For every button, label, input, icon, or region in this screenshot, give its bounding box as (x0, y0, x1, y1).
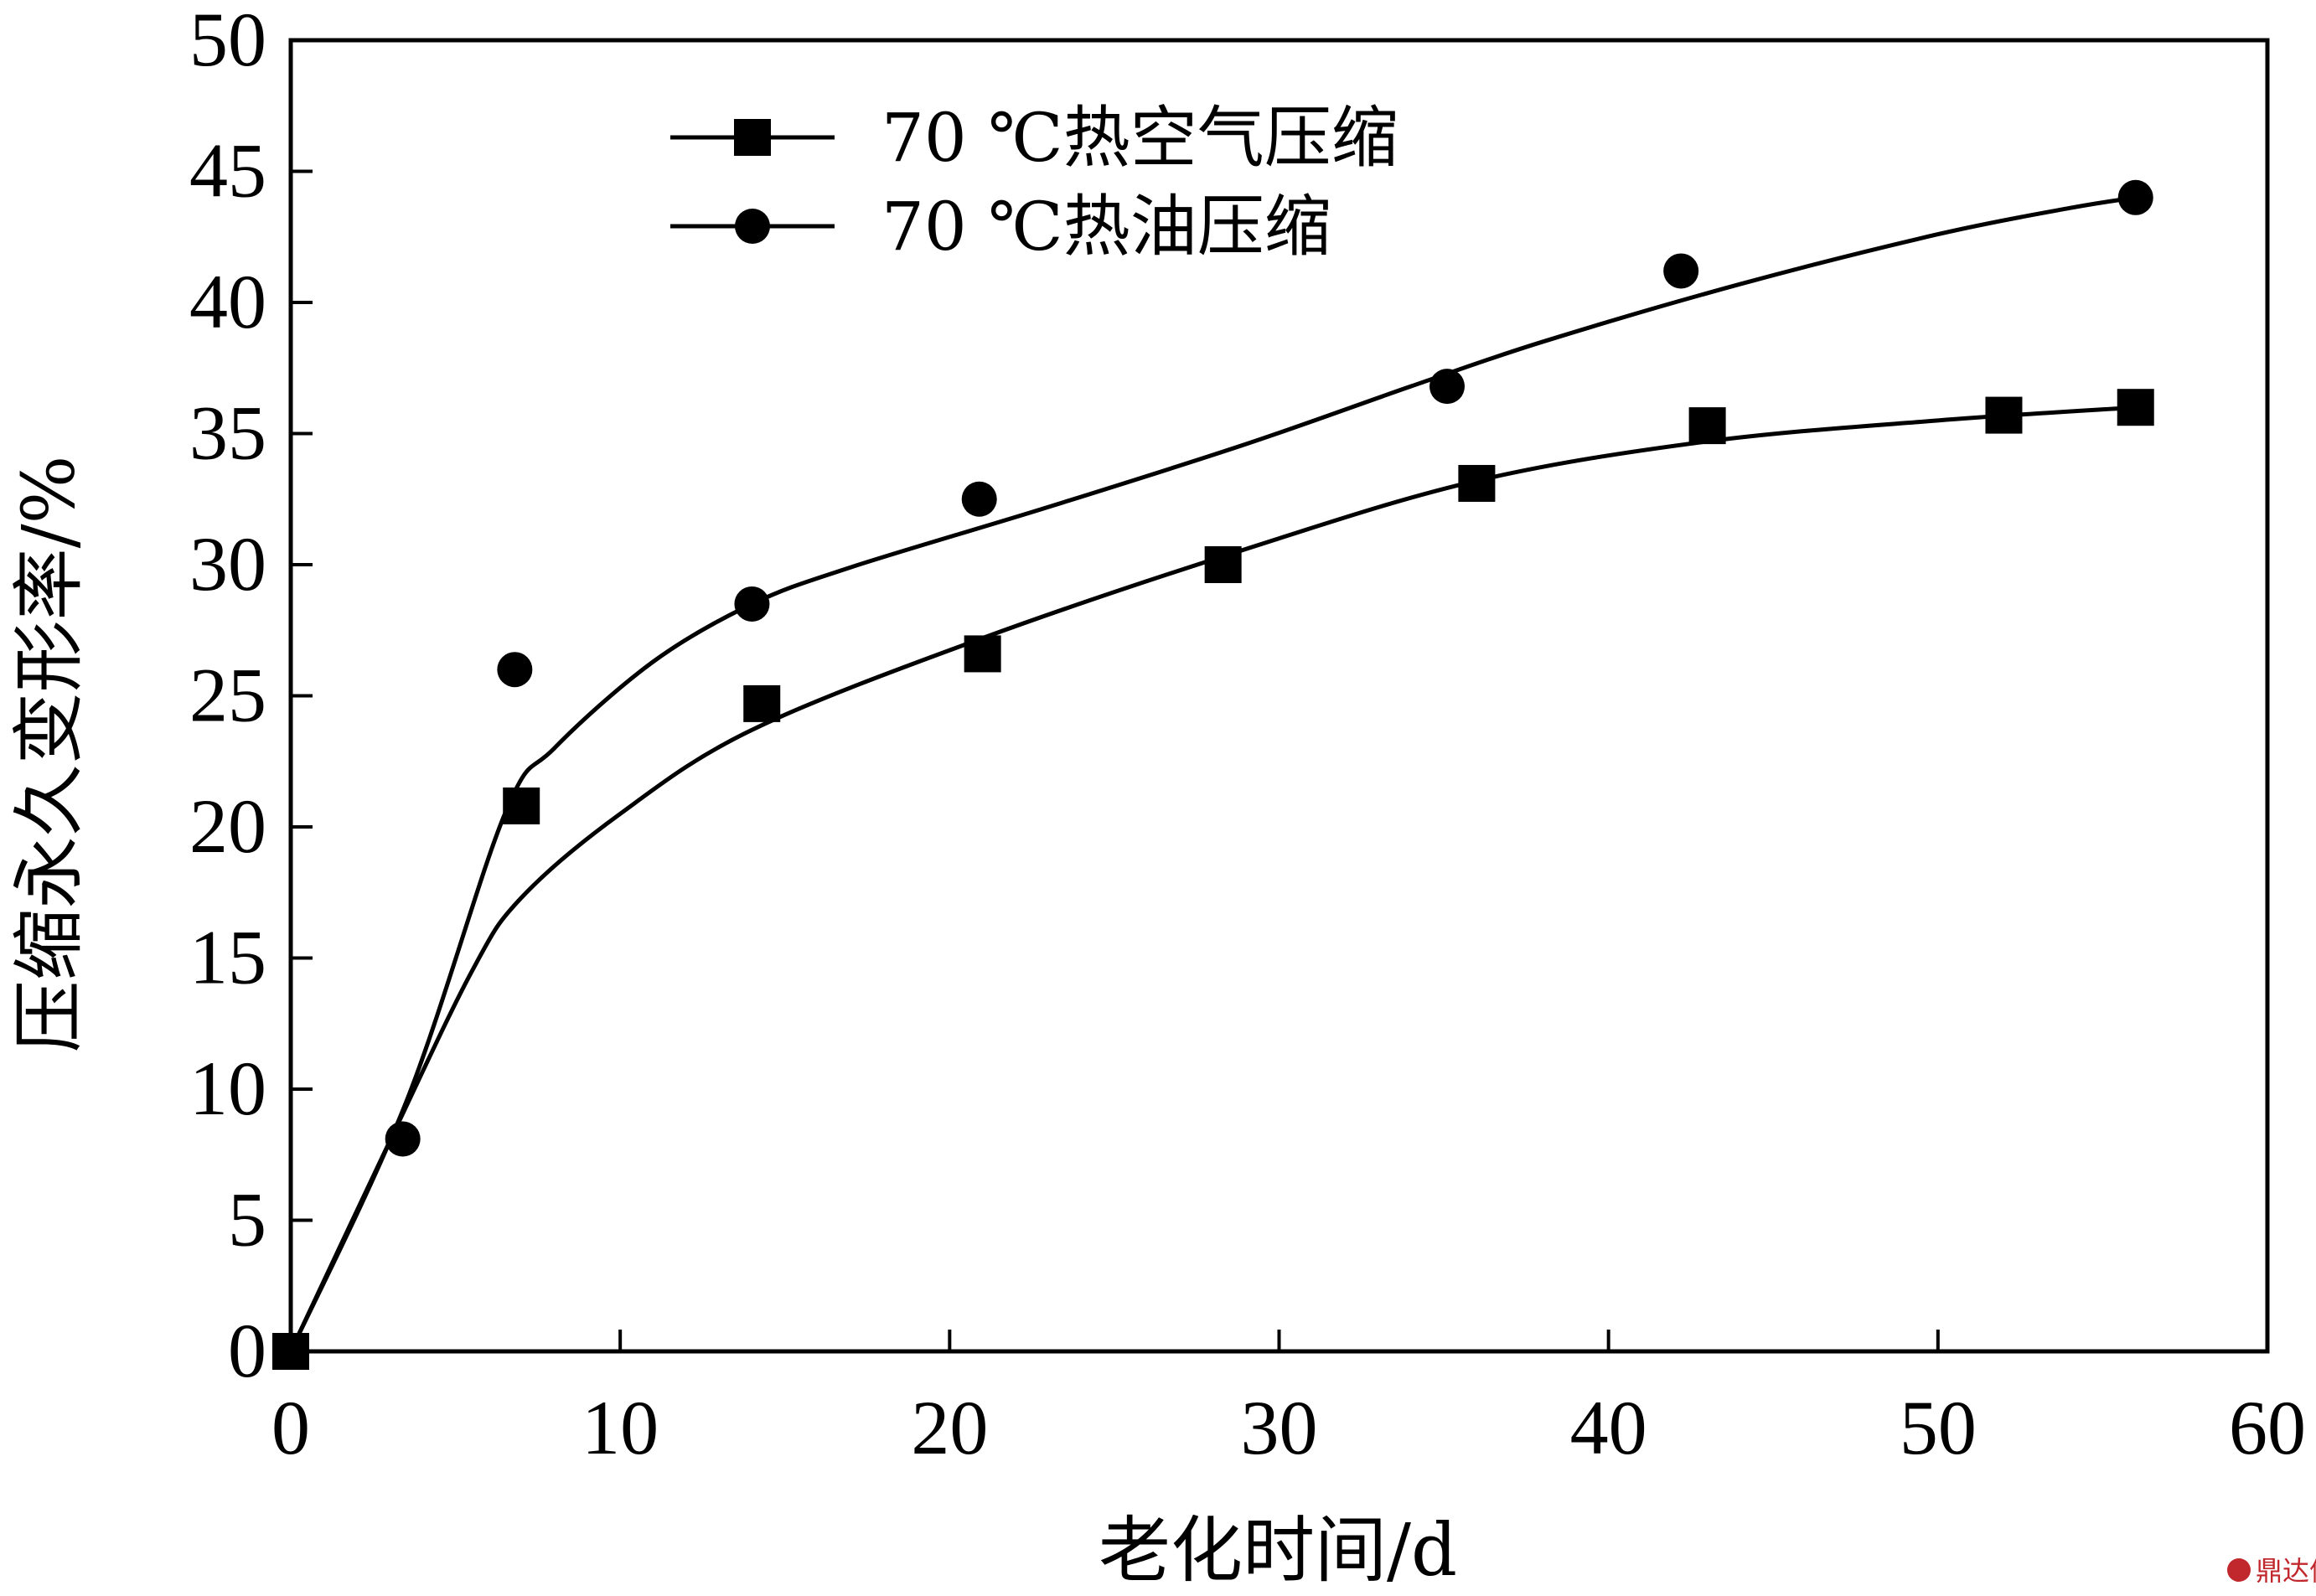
circle-marker (1663, 253, 1699, 289)
legend-label-air: 70 ℃热空气压缩 (881, 99, 1398, 177)
legend-marker-square (734, 119, 771, 156)
y-tick-label: 10 (189, 1046, 266, 1131)
fit-curve-series-1 (288, 195, 2137, 1353)
watermark-logo: 鼎达信 (2227, 1555, 2316, 1587)
circle-marker (497, 652, 533, 688)
circle-marker (1429, 369, 1466, 405)
x-tick-labels: 0 10 20 30 40 50 60 (271, 1385, 2306, 1470)
y-tick-label: 0 (228, 1308, 266, 1393)
y-tick-label: 40 (189, 259, 266, 344)
data-markers (272, 179, 2154, 1370)
x-tick-label: 60 (2229, 1385, 2306, 1470)
fit-curve-series-0 (288, 405, 2136, 1353)
y-tick-label: 5 (228, 1177, 266, 1263)
circle-marker (734, 586, 770, 622)
legend: 70 ℃热空气压缩 70 ℃热油压缩 (670, 99, 1398, 266)
y-tick-label: 15 (189, 915, 266, 1000)
square-marker (1688, 407, 1726, 445)
square-marker (2117, 389, 2154, 426)
y-tick-label: 35 (189, 390, 266, 476)
y-axis-label: 压缩永久变形率/% (8, 456, 91, 1053)
square-marker (1458, 464, 1496, 502)
x-tick-label: 10 (582, 1385, 659, 1470)
square-marker (964, 635, 1001, 673)
y-tick-label: 20 (189, 783, 266, 869)
circle-marker (2117, 179, 2153, 215)
x-tick-label: 50 (1900, 1385, 1977, 1470)
axis-ticks (289, 39, 2269, 1353)
circle-marker (385, 1121, 421, 1157)
square-marker (743, 684, 781, 722)
legend-marker-circle (735, 209, 770, 244)
x-tick-label: 0 (271, 1385, 310, 1470)
x-tick-label: 40 (1570, 1385, 1647, 1470)
x-axis-label: 老化时间/d (1099, 1509, 1457, 1593)
y-tick-label: 30 (189, 521, 266, 607)
x-tick-label: 20 (911, 1385, 988, 1470)
circle-marker (961, 481, 997, 517)
y-tick-label: 45 (189, 128, 266, 214)
legend-label-oil: 70 ℃热油压缩 (881, 188, 1331, 266)
svg-text:鼎达信: 鼎达信 (2256, 1555, 2316, 1587)
square-marker (1204, 546, 1242, 583)
square-marker (503, 787, 540, 824)
square-marker (1985, 396, 2023, 434)
y-tick-label: 50 (189, 0, 266, 82)
y-tick-labels: 0 5 10 15 20 25 30 35 40 45 50 (189, 0, 266, 1393)
fit-curves (288, 195, 2137, 1353)
y-tick-label: 25 (189, 653, 266, 738)
x-tick-label: 30 (1241, 1385, 1318, 1470)
